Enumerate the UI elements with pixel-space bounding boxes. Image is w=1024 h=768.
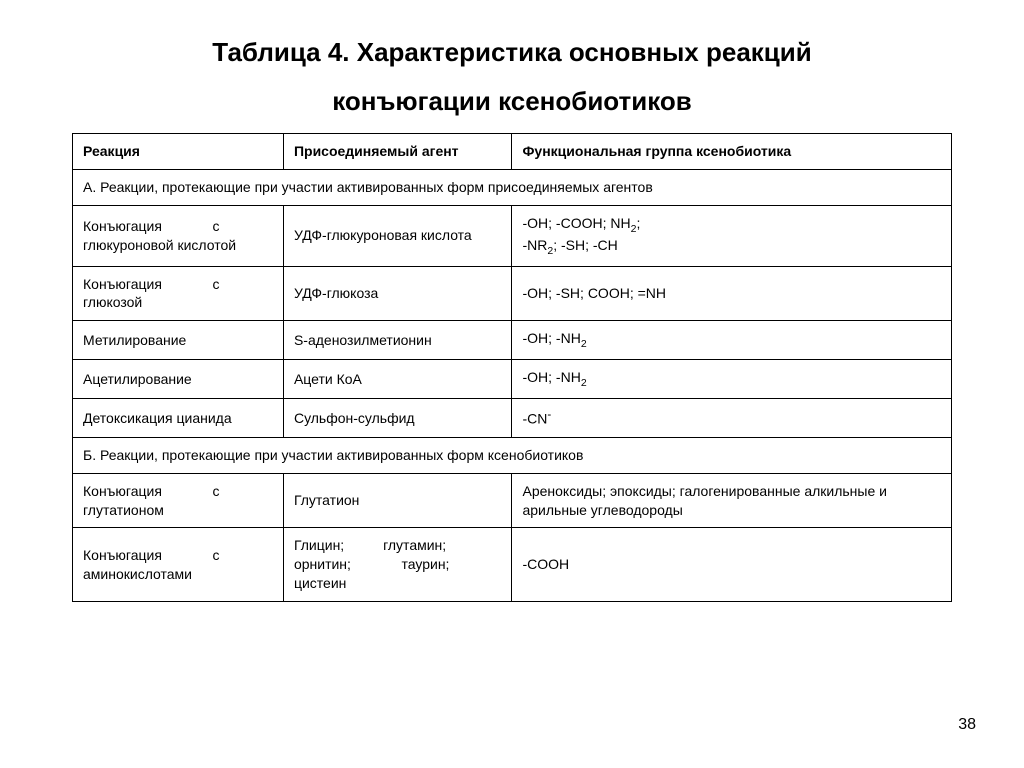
- cell-reaction: Конъюгация с глюкозой: [73, 266, 284, 321]
- table-row-a-0: Конъюгация с глюкуроновой кислотойУДФ-гл…: [73, 205, 952, 266]
- cell-group: -OH; -SH; COOH; =NH: [512, 266, 952, 321]
- cell-agent: УДФ-глюкоза: [283, 266, 512, 321]
- cell-agent: Сульфон-сульфид: [283, 399, 512, 438]
- table-row-a-1: Конъюгация с глюкозойУДФ-глюкоза-OH; -SH…: [73, 266, 952, 321]
- section-b-row: Б. Реакции, протекающие при участии акти…: [73, 437, 952, 473]
- section-a-row: А. Реакции, протекающие при участии акти…: [73, 169, 952, 205]
- page-number: 38: [958, 716, 976, 734]
- cell-group: Ареноксиды; эпоксиды; галогенированные а…: [512, 473, 952, 528]
- col-header-reaction: Реакция: [73, 133, 284, 169]
- reactions-table: Реакция Присоединяемый агент Функциональ…: [72, 133, 952, 602]
- cell-group: -CN-: [512, 399, 952, 438]
- cell-reaction: Ацетилирование: [73, 360, 284, 399]
- title-line2: конъюгации ксенобиотиков: [332, 86, 692, 116]
- section-b-row-cell: Б. Реакции, протекающие при участии акти…: [73, 437, 952, 473]
- cell-agent: Глицин; глутамин; орнитин; таурин; цисте…: [283, 528, 512, 602]
- table-row-a-4: Детоксикация цианидаСульфон-сульфид-CN-: [73, 399, 952, 438]
- table-row-b-0: Конъюгация с глутатиономГлутатионАренокс…: [73, 473, 952, 528]
- cell-agent: Глутатион: [283, 473, 512, 528]
- col-header-agent: Присоединяемый агент: [283, 133, 512, 169]
- col-header-group: Функциональная группа ксенобиотика: [512, 133, 952, 169]
- table-row-b-1: Конъюгация с аминокислотамиГлицин; глута…: [73, 528, 952, 602]
- cell-reaction: Детоксикация цианида: [73, 399, 284, 438]
- table-header-row: Реакция Присоединяемый агент Функциональ…: [73, 133, 952, 169]
- cell-reaction: Метилирование: [73, 321, 284, 360]
- cell-reaction: Конъюгация с аминокислотами: [73, 528, 284, 602]
- page-title: Таблица 4. Характеристика основных реакц…: [72, 28, 952, 127]
- cell-group: -OH; -NH2: [512, 360, 952, 399]
- cell-group: -OH; -COOH; NH2;-NR2; -SH; -CH: [512, 205, 952, 266]
- cell-agent: УДФ-глюкуроновая кислота: [283, 205, 512, 266]
- title-line1: Таблица 4. Характеристика основных реакц…: [212, 37, 812, 67]
- cell-group: -OH; -NH2: [512, 321, 952, 360]
- table-row-a-2: МетилированиеS-аденозилметионин-OH; -NH2: [73, 321, 952, 360]
- cell-group: -COOH: [512, 528, 952, 602]
- section-a-row-cell: А. Реакции, протекающие при участии акти…: [73, 169, 952, 205]
- cell-agent: S-аденозилметионин: [283, 321, 512, 360]
- cell-agent: Ацети КоА: [283, 360, 512, 399]
- cell-reaction: Конъюгация с глутатионом: [73, 473, 284, 528]
- cell-reaction: Конъюгация с глюкуроновой кислотой: [73, 205, 284, 266]
- table-row-a-3: АцетилированиеАцети КоА-OH; -NH2: [73, 360, 952, 399]
